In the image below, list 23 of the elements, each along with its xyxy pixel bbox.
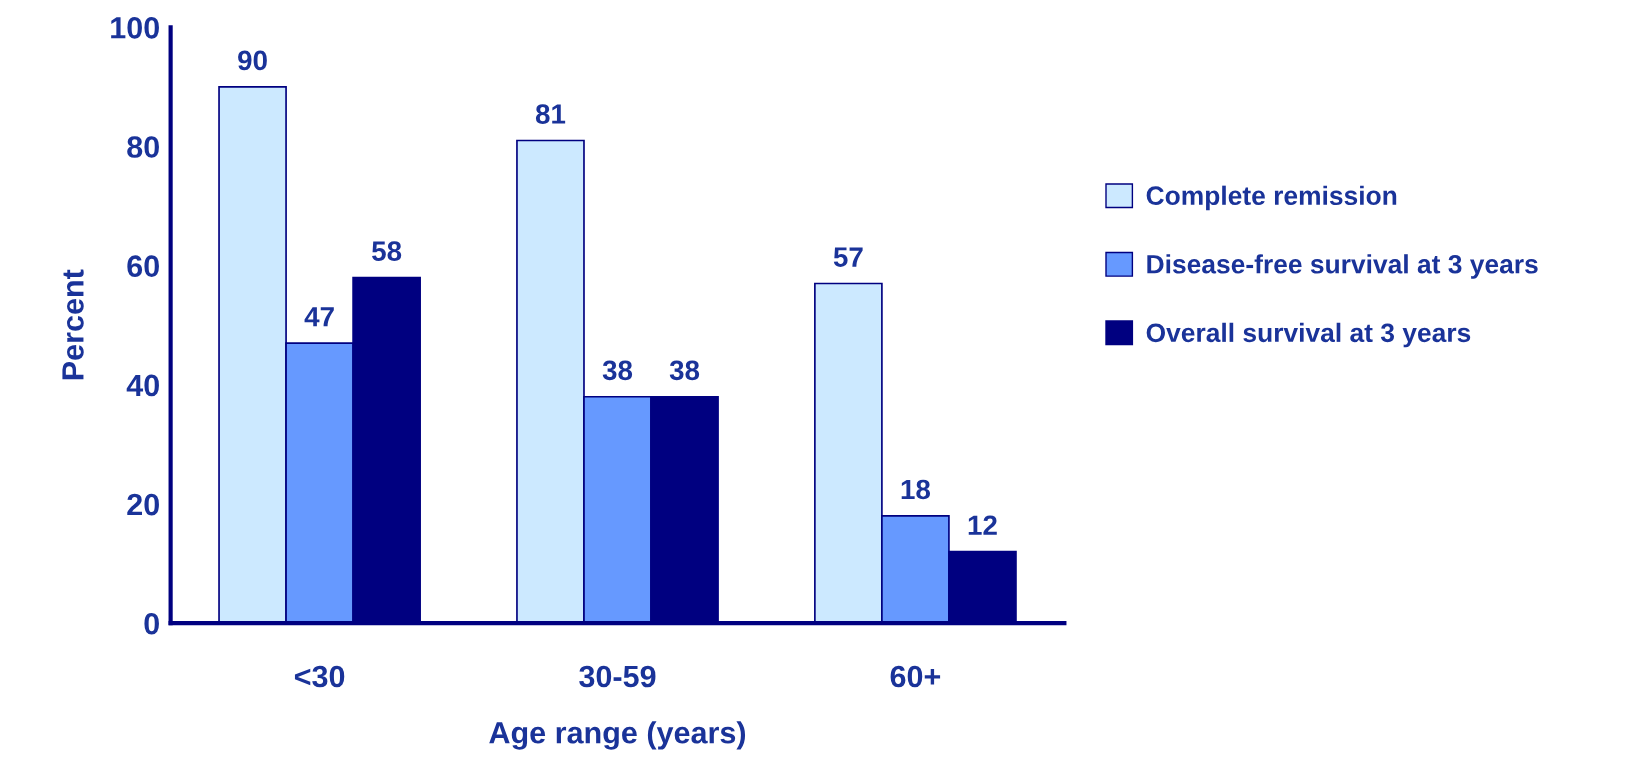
data-label: 90 (238, 50, 267, 71)
legend-label: Complete remission (1146, 185, 1397, 211)
y-axis-title: Percent (62, 269, 84, 380)
x-tick-label: 30-59 (579, 665, 656, 688)
legend-label: Disease-free survival at 3 years (1147, 254, 1538, 279)
y-tick-label: 80 (127, 136, 159, 158)
legend-label: Overall survival at 3 years (1146, 322, 1471, 348)
y-tick-label: 0 (144, 612, 159, 635)
data-label: 81 (535, 104, 566, 124)
data-label: 18 (901, 479, 931, 500)
data-label: 58 (372, 241, 402, 261)
y-tick-label: 60 (127, 255, 159, 278)
x-tick-label: <30 (294, 665, 345, 688)
x-axis-title: Age range (years) (489, 721, 746, 750)
x-tick-label: 60+ (890, 665, 941, 688)
data-label: 12 (968, 515, 997, 535)
data-label: 38 (602, 360, 633, 381)
data-label: 47 (304, 307, 334, 327)
y-tick-label: 100 (111, 17, 159, 39)
data-label: 57 (833, 247, 863, 267)
y-tick-label: 20 (127, 493, 159, 516)
y-tick-label: 40 (126, 374, 159, 397)
data-label: 38 (669, 360, 700, 381)
